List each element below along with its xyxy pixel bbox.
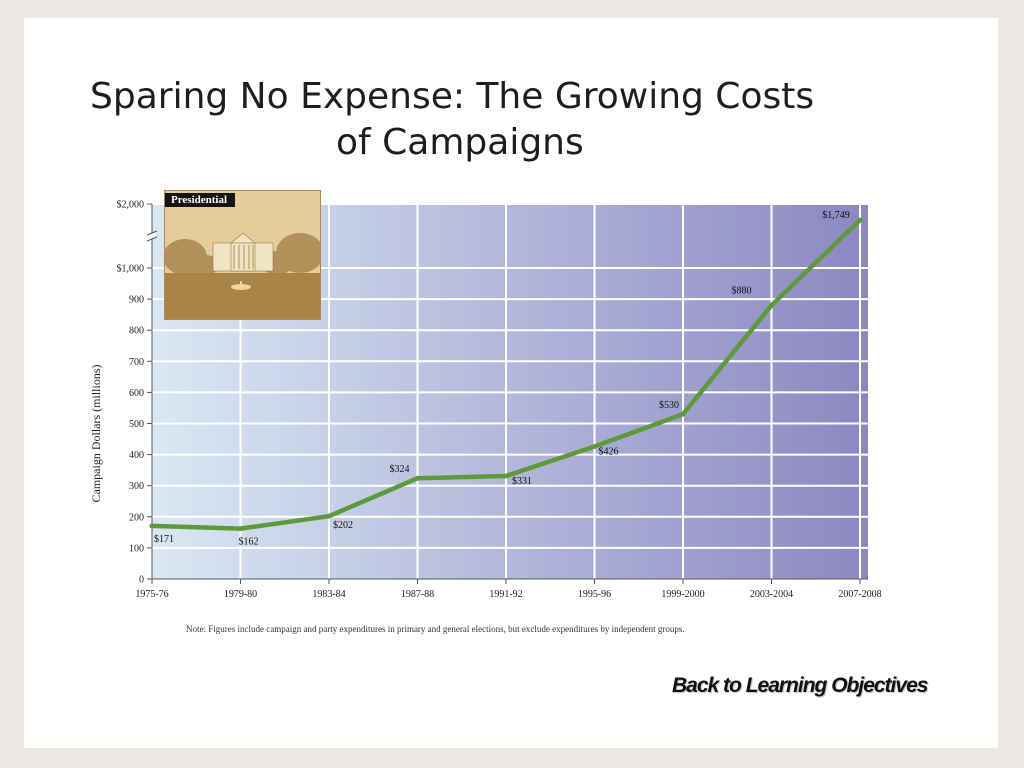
y-tick-label: 700 xyxy=(129,357,144,368)
axis-break-icon xyxy=(146,230,158,242)
data-label: $530 xyxy=(659,400,679,411)
y-tick-label: 0 xyxy=(139,575,144,586)
y-tick-label: 200 xyxy=(129,512,144,523)
x-tick-label: 1995-96 xyxy=(578,589,611,600)
x-tick-label: 1983-84 xyxy=(312,589,345,600)
y-tick-label: $1,000 xyxy=(117,264,145,275)
x-tick-label: 1975-76 xyxy=(135,589,168,600)
x-tick-label: 1987-88 xyxy=(401,589,434,600)
data-label: $331 xyxy=(512,476,532,487)
x-tick-label: 1979-80 xyxy=(224,589,257,600)
x-tick-label: 2003-2004 xyxy=(750,589,793,600)
back-to-learning-objectives-link[interactable]: Back to Learning Objectives xyxy=(672,674,928,697)
data-point xyxy=(415,475,420,481)
data-point xyxy=(769,302,774,308)
y-tick-label: 300 xyxy=(129,481,144,492)
y-tick-label: $2,000 xyxy=(117,200,145,211)
y-tick-label: 100 xyxy=(129,543,144,554)
y-tick-label: 500 xyxy=(129,419,144,430)
data-label: $426 xyxy=(599,447,619,458)
data-label: $324 xyxy=(390,464,410,475)
y-tick-label: 800 xyxy=(129,326,144,337)
data-point xyxy=(149,523,155,529)
data-label: $202 xyxy=(333,520,353,531)
title-line-1: Sparing No Expense: The Growing Costs xyxy=(90,76,815,117)
presidential-inset: Presidential xyxy=(164,190,321,320)
data-label: $880 xyxy=(732,285,752,296)
x-tick-label: 1999-2000 xyxy=(661,589,704,600)
data-point xyxy=(592,444,597,450)
data-point xyxy=(503,473,509,479)
data-label: $171 xyxy=(154,534,174,545)
slide: Sparing No Expense: The Growing Costs of… xyxy=(24,18,998,748)
data-label: $162 xyxy=(239,537,259,548)
y-tick-label: 900 xyxy=(129,295,144,306)
axis-break-gap xyxy=(148,233,156,239)
data-point xyxy=(680,411,686,417)
data-label: $1,749 xyxy=(822,210,850,221)
x-tick-label: 2007-2008 xyxy=(838,589,881,600)
inset-label: Presidential xyxy=(165,193,236,207)
y-axis-title: Campaign Dollars (millions) xyxy=(89,365,103,503)
white-house-icon xyxy=(165,191,320,319)
x-tick-label: 1991-92 xyxy=(489,589,522,600)
title-line-2: of Campaigns xyxy=(336,122,584,163)
data-point xyxy=(326,513,332,519)
campaign-costs-chart: 0 100 200 300 400 500 600 700 800 900 $1,000 $2,000… xyxy=(89,200,882,601)
y-tick-label: 400 xyxy=(129,450,144,461)
chart-note: Note: Figures include campaign and party… xyxy=(186,624,685,634)
data-point xyxy=(857,217,863,223)
y-tick-label: 600 xyxy=(129,388,144,399)
data-point xyxy=(238,526,243,532)
